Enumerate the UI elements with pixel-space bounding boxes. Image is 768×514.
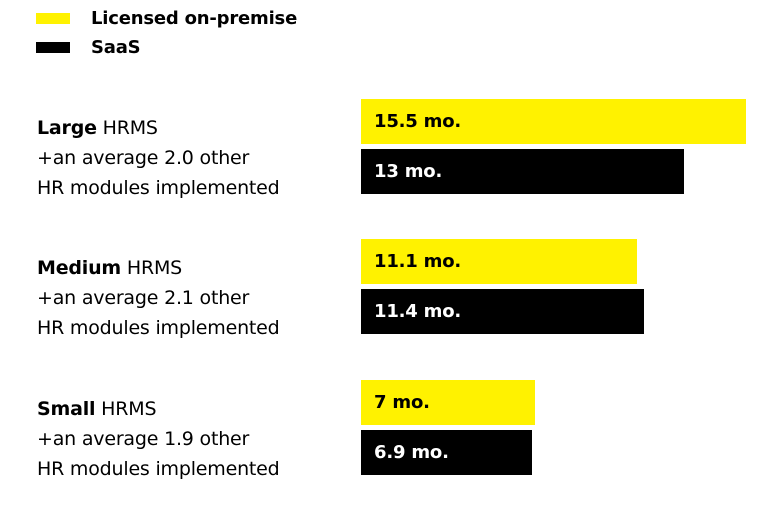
bar-small-saas xyxy=(361,430,532,475)
legend-swatch-on-premise xyxy=(36,12,70,24)
bar-label-large-saas: 13 mo. xyxy=(374,161,443,182)
size-word-small: Small xyxy=(37,398,96,420)
group-rest-small: HRMS xyxy=(95,398,157,420)
legend-swatch-saas xyxy=(36,41,70,53)
size-word-medium: Medium xyxy=(37,257,122,279)
bar-label-large-on-premise: 15.5 mo. xyxy=(374,111,462,132)
bar-medium-saas xyxy=(361,289,644,334)
group-label-small: Small HRMS +an average 1.9 other HR modu… xyxy=(37,394,280,484)
group-line2-large: +an average 2.0 other xyxy=(37,147,250,169)
legend-item-on-premise: Licensed on-premise xyxy=(36,6,297,30)
bar-label-small-on-premise: 7 mo. xyxy=(374,392,430,413)
group-line3-large: HR modules implemented xyxy=(37,177,280,199)
bar-medium-on-premise xyxy=(361,239,637,284)
bar-small-on-premise xyxy=(361,380,535,425)
group-title-small: Small HRMS xyxy=(37,394,280,424)
group-rest-large: HRMS xyxy=(96,117,158,139)
group-line2-small: +an average 1.9 other xyxy=(37,428,250,450)
bar-large-on-premise xyxy=(361,99,746,144)
size-word-large: Large xyxy=(37,117,97,139)
group-line3-medium: HR modules implemented xyxy=(37,317,280,339)
legend-label-on-premise: Licensed on-premise xyxy=(91,7,298,29)
bar-large-saas xyxy=(361,149,684,194)
bar-label-small-saas: 6.9 mo. xyxy=(374,442,449,463)
group-title-large: Large HRMS xyxy=(37,113,280,143)
legend-label-saas: SaaS xyxy=(91,36,141,58)
group-label-large: Large HRMS +an average 2.0 other HR modu… xyxy=(37,113,280,203)
legend-item-saas: SaaS xyxy=(36,35,141,59)
bar-label-medium-on-premise: 11.1 mo. xyxy=(374,251,462,272)
group-label-medium: Medium HRMS +an average 2.1 other HR mod… xyxy=(37,253,280,343)
group-rest-medium: HRMS xyxy=(121,257,183,279)
group-line3-small: HR modules implemented xyxy=(37,458,280,480)
bar-label-medium-saas: 11.4 mo. xyxy=(374,301,462,322)
group-title-medium: Medium HRMS xyxy=(37,253,280,283)
group-line2-medium: +an average 2.1 other xyxy=(37,287,250,309)
